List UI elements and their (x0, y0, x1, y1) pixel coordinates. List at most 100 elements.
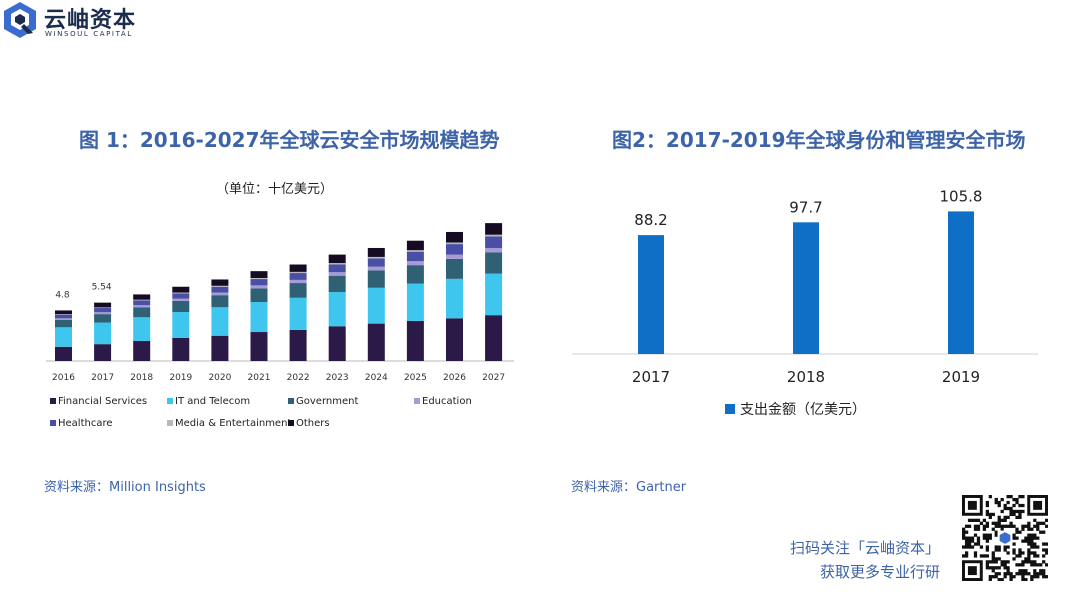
bar-segment-it-and-telecom-2027 (485, 273, 503, 316)
bar-segment-education-2027 (485, 247, 503, 253)
bar-2018 (793, 222, 819, 354)
bar-segment-others-2019 (172, 286, 190, 293)
figure2-title: 图2：2017-2019年全球身份和管理安全市场 (612, 128, 1026, 152)
bar-segment-it-and-telecom-2018 (133, 317, 151, 341)
bar-segment-financial-services-2027 (485, 315, 503, 361)
brand-logo-icon (4, 2, 36, 38)
bar-2019 (948, 211, 974, 354)
brand-logo: 云岫资本 WINSOUL CAPITAL (0, 0, 140, 44)
legend-label: 支出金额（亿美元） (740, 402, 866, 418)
bar-segment-government-2021 (250, 288, 268, 303)
legend-swatch (288, 398, 294, 404)
bar-segment-media-entertainment-2018 (133, 299, 151, 301)
figure1-title: 图 1：2016-2027年全球云安全市场规模趋势 (79, 128, 500, 152)
bar-segment-media-entertainment-2025 (406, 250, 424, 252)
bar-segment-healthcare-2027 (485, 236, 503, 248)
bar-total-label: 4.8 (55, 290, 70, 300)
bar-segment-others-2016 (55, 310, 72, 315)
bar-segment-government-2024 (367, 270, 385, 288)
bar-segment-education-2023 (328, 272, 346, 276)
bar-segment-education-2020 (211, 292, 229, 296)
bar-segment-healthcare-2018 (133, 300, 151, 306)
bar-segment-government-2025 (406, 265, 424, 284)
follow-callout-line2: 获取更多专业行研 (819, 563, 940, 581)
bar-segment-education-2017 (94, 312, 112, 315)
bar-segment-financial-services-2022 (289, 329, 307, 361)
x-tick-label: 2021 (248, 373, 271, 383)
x-tick-label: 2017 (632, 368, 670, 386)
legend-label: Healthcare (58, 418, 113, 429)
bar-segment-government-2017 (94, 314, 112, 323)
bar-segment-healthcare-2019 (172, 293, 190, 299)
bar-segment-financial-services-2025 (406, 320, 424, 361)
figure1-unit: （单位：十亿美元） (216, 182, 334, 197)
bar-segment-healthcare-2026 (446, 244, 463, 255)
x-tick-label: 2018 (130, 373, 153, 383)
bar-segment-government-2020 (211, 295, 229, 308)
bar-segment-others-2024 (367, 247, 385, 257)
bar-segment-healthcare-2022 (289, 273, 307, 280)
bar-segment-financial-services-2019 (172, 337, 190, 361)
bar-segment-education-2025 (406, 261, 424, 266)
bar-segment-government-2023 (328, 275, 346, 293)
bar-segment-it-and-telecom-2021 (250, 302, 268, 333)
bar-segment-healthcare-2016 (55, 314, 72, 319)
qr-code-icon[interactable] (962, 495, 1048, 581)
brand-subtitle: WINSOUL CAPITAL (45, 30, 133, 38)
cloud-security-stacked-bar-chart: 2016 4.8 2017 5.54 2018 2019 2020 2021 2022 2023 2… (46, 223, 514, 429)
legend-label: Education (422, 396, 472, 407)
bar-segment-others-2026 (446, 231, 463, 243)
bar-segment-media-entertainment-2021 (250, 277, 268, 280)
figure2-source: 资料来源：Gartner (571, 480, 687, 495)
bar-segment-it-and-telecom-2024 (367, 287, 385, 324)
legend-swatch (167, 420, 173, 426)
bar-segment-government-2018 (133, 307, 151, 318)
bar-segment-government-2016 (55, 319, 72, 328)
legend-label: Financial Services (58, 396, 147, 407)
x-tick-label: 2019 (169, 373, 192, 383)
bar-segment-healthcare-2024 (367, 258, 385, 267)
x-tick-label: 2016 (52, 373, 75, 383)
legend-swatch (414, 398, 420, 404)
bar-segment-media-entertainment-2027 (485, 234, 503, 237)
bar-value-label: 105.8 (940, 187, 983, 205)
bar-2017 (638, 235, 664, 354)
x-tick-label: 2020 (208, 373, 231, 383)
bar-segment-others-2027 (485, 223, 503, 235)
bar-segment-media-entertainment-2016 (55, 314, 72, 315)
bar-segment-financial-services-2026 (446, 318, 463, 361)
identity-security-bar-chart: 88.2 2017 97.7 2018 105.8 2019 支出金额（亿美元） (572, 187, 1038, 418)
bar-segment-government-2019 (172, 300, 190, 313)
bar-segment-it-and-telecom-2025 (406, 283, 424, 321)
bar-segment-media-entertainment-2023 (328, 263, 346, 265)
x-tick-label: 2027 (482, 373, 505, 383)
bar-segment-it-and-telecom-2020 (211, 307, 229, 336)
bar-segment-others-2020 (211, 279, 229, 286)
bar-segment-government-2027 (485, 252, 503, 274)
x-tick-label: 2017 (91, 373, 114, 383)
bar-segment-financial-services-2017 (94, 344, 112, 361)
legend-label: Others (296, 418, 330, 429)
bar-segment-others-2025 (406, 240, 424, 251)
bar-segment-it-and-telecom-2022 (289, 297, 307, 330)
bar-segment-it-and-telecom-2017 (94, 322, 112, 345)
bar-segment-it-and-telecom-2019 (172, 312, 190, 338)
bar-segment-media-entertainment-2022 (289, 271, 307, 274)
bar-segment-education-2024 (367, 266, 385, 271)
bar-segment-education-2022 (289, 279, 307, 284)
legend-swatch (167, 398, 173, 404)
x-tick-label: 2023 (326, 373, 349, 383)
bar-segment-it-and-telecom-2026 (446, 278, 463, 319)
bar-segment-healthcare-2021 (250, 279, 268, 286)
figure1-source: 资料来源：Million Insights (44, 480, 206, 495)
legend-swatch (50, 420, 56, 426)
bar-segment-media-entertainment-2017 (94, 307, 112, 309)
bar-segment-education-2026 (446, 254, 463, 259)
legend-swatch (288, 420, 294, 426)
bar-segment-financial-services-2016 (55, 346, 72, 361)
legend-label: IT and Telecom (175, 396, 250, 407)
bar-segment-healthcare-2025 (406, 251, 424, 262)
x-tick-label: 2022 (287, 373, 310, 383)
bar-segment-healthcare-2017 (94, 308, 112, 313)
bar-segment-education-2018 (133, 305, 151, 308)
